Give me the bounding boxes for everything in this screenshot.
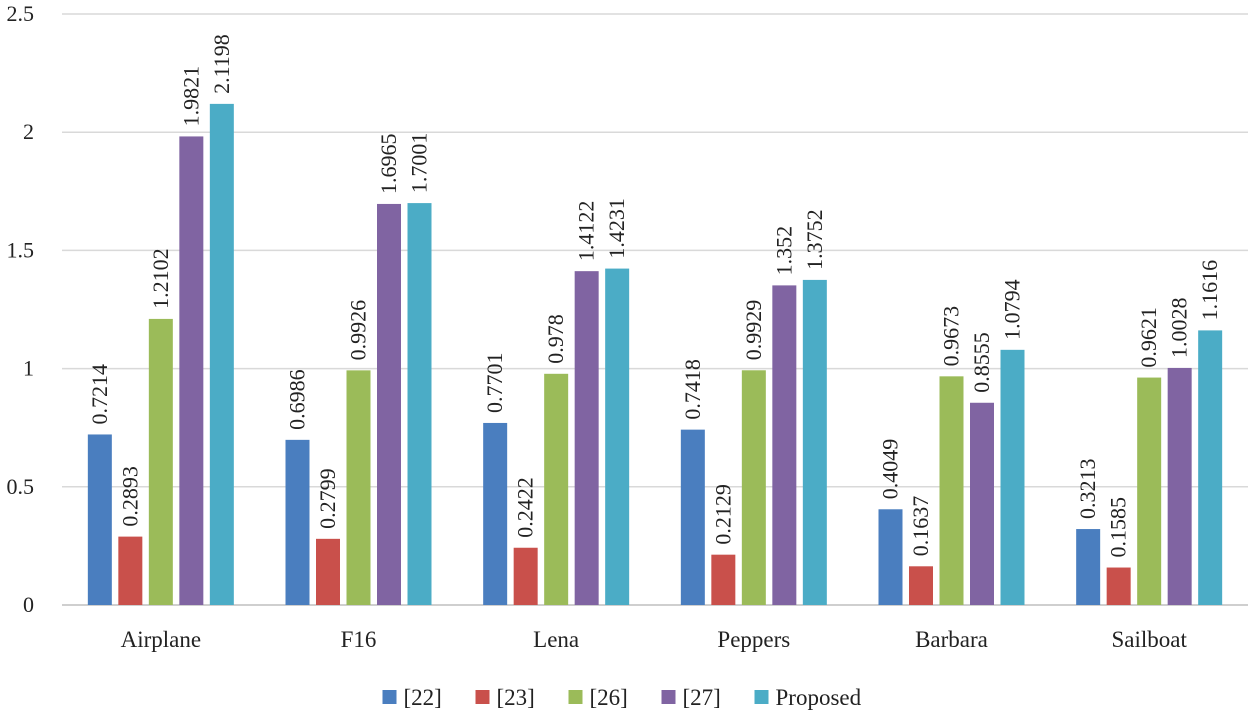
y-tick-label: 0 <box>23 592 34 617</box>
bar <box>711 554 736 605</box>
grid-lines <box>62 13 1248 606</box>
data-label: 1.1616 <box>1197 260 1222 321</box>
data-label: 1.0028 <box>1167 297 1192 358</box>
bar <box>377 203 401 606</box>
data-label: 1.9821 <box>178 66 203 126</box>
bar <box>118 536 143 605</box>
bar <box>513 547 538 605</box>
bar <box>939 376 964 605</box>
data-label: 0.7701 <box>482 352 507 412</box>
legend-item: [23] <box>475 685 535 710</box>
bar <box>544 373 569 605</box>
data-label: 1.4231 <box>604 198 629 259</box>
legend-swatch <box>475 690 490 704</box>
data-label: 0.3213 <box>1075 459 1100 520</box>
bar <box>605 268 630 605</box>
data-label: 0.8555 <box>969 332 994 393</box>
data-label: 1.7001 <box>407 133 432 194</box>
y-axis-ticks: 0 0.5 1 1.5 2 2.5 <box>7 1 35 617</box>
legend-swatch <box>568 690 583 704</box>
bar <box>1167 367 1192 605</box>
data-label: 0.4049 <box>878 439 903 500</box>
bar <box>741 370 766 605</box>
bar <box>316 538 340 605</box>
data-label: 1.0794 <box>1000 279 1025 340</box>
bar <box>1198 330 1223 605</box>
bar <box>407 203 432 605</box>
legend-label: Proposed <box>776 685 862 710</box>
bar <box>209 103 234 606</box>
bar <box>1000 349 1025 605</box>
data-label: 0.9673 <box>939 306 964 367</box>
bar <box>483 422 508 605</box>
data-label: 0.1637 <box>908 496 933 557</box>
bars <box>87 103 1223 606</box>
bar <box>680 429 705 605</box>
data-label: 0.9926 <box>346 300 371 361</box>
data-label: 1.352 <box>771 226 796 276</box>
y-tick-label: 0.5 <box>7 474 35 499</box>
x-category-label: Peppers <box>717 627 790 652</box>
data-label: 1.4122 <box>574 201 599 262</box>
bar <box>574 271 599 605</box>
x-category-label: Lena <box>533 627 579 652</box>
legend-item: [27] <box>661 685 721 710</box>
legend-swatch <box>661 690 676 704</box>
data-label: 0.1585 <box>1106 497 1131 558</box>
data-label: 0.6986 <box>285 369 310 430</box>
legend-label: [23] <box>497 685 535 710</box>
bar <box>970 402 994 605</box>
y-tick-label: 2 <box>23 119 34 144</box>
data-label: 0.7214 <box>87 364 112 425</box>
data-label: 0.9621 <box>1136 307 1161 368</box>
bar <box>179 136 204 605</box>
bar <box>1076 529 1101 605</box>
data-label: 0.9929 <box>741 300 766 361</box>
legend-label: [26] <box>590 685 628 710</box>
bar <box>346 370 371 605</box>
x-category-label: Sailboat <box>1111 627 1187 652</box>
x-axis-categories: Airplane F16 Lena Peppers Barbara Sailboat <box>121 627 1188 652</box>
legend-swatch <box>754 690 769 704</box>
bar <box>772 285 797 605</box>
data-label: 0.2129 <box>710 484 735 545</box>
legend-label: [27] <box>683 685 721 710</box>
legend-item: [22] <box>382 685 442 710</box>
bar <box>909 566 933 605</box>
bar <box>1137 377 1162 605</box>
legend-item: Proposed <box>754 685 862 710</box>
y-tick-label: 2.5 <box>7 1 35 26</box>
x-category-label: Airplane <box>121 627 201 652</box>
bar <box>148 318 173 605</box>
data-label: 0.2893 <box>117 466 142 527</box>
data-label: 0.2799 <box>315 468 340 529</box>
data-label: 0.7418 <box>680 359 705 420</box>
data-label: 0.2422 <box>513 477 538 538</box>
x-category-label: Barbara <box>915 627 988 652</box>
legend-swatch <box>382 690 397 704</box>
bar <box>1106 567 1131 605</box>
legend-item: [26] <box>568 685 628 710</box>
legend: [22] [23] [26] [27] Proposed <box>382 685 862 710</box>
data-label: 1.6965 <box>376 133 401 194</box>
data-label: 1.3752 <box>802 209 827 270</box>
data-label: 1.2102 <box>148 248 173 309</box>
legend-label: [22] <box>404 685 442 710</box>
x-category-label: F16 <box>341 627 377 652</box>
bar <box>285 439 310 605</box>
bar <box>878 509 903 605</box>
y-tick-label: 1 <box>23 356 34 381</box>
data-label: 2.1198 <box>209 34 234 94</box>
bar <box>87 434 112 605</box>
y-tick-label: 1.5 <box>7 237 35 262</box>
bar <box>802 279 827 605</box>
data-label: 0.978 <box>543 314 568 364</box>
